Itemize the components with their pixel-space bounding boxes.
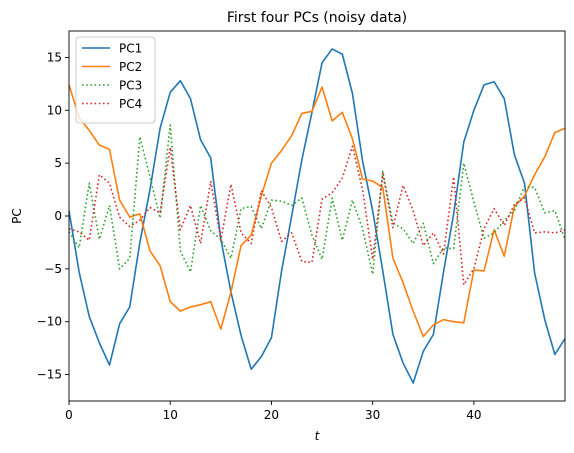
x-tick-label: 20 bbox=[264, 408, 279, 422]
x-tick-label: 40 bbox=[466, 408, 481, 422]
legend: PC1 PC2 PC3 PC4 bbox=[75, 36, 156, 124]
y-tick-label: 10 bbox=[47, 103, 62, 117]
series-line-pc1 bbox=[68, 48, 566, 384]
y-tick-label: −10 bbox=[37, 315, 62, 329]
series-line-pc2 bbox=[68, 84, 566, 338]
series-line-pc4 bbox=[68, 145, 566, 286]
series-line-pc3 bbox=[68, 124, 566, 275]
x-axis-ticks: 0 10 20 30 40 bbox=[65, 401, 482, 422]
legend-label-pc3: PC3 bbox=[119, 79, 142, 93]
legend-label-pc2: PC2 bbox=[119, 60, 142, 74]
y-tick-label: −15 bbox=[37, 368, 62, 382]
x-tick-label: 0 bbox=[65, 408, 73, 422]
y-tick-label: −5 bbox=[44, 262, 62, 276]
legend-box bbox=[75, 36, 156, 124]
y-tick-label: 5 bbox=[54, 156, 62, 170]
y-axis-label: PC bbox=[10, 208, 24, 224]
chart-title: First four PCs (noisy data) bbox=[227, 10, 407, 26]
x-tick-label: 30 bbox=[365, 408, 380, 422]
legend-label-pc1: PC1 bbox=[119, 42, 142, 56]
plot-lines bbox=[68, 48, 566, 384]
legend-label-pc4: PC4 bbox=[119, 97, 142, 111]
y-tick-label: 15 bbox=[47, 50, 62, 64]
x-axis-label: t bbox=[315, 429, 321, 443]
y-axis-ticks: −15 −10 −5 0 5 10 15 bbox=[37, 50, 69, 382]
y-tick-label: 0 bbox=[54, 209, 62, 223]
x-tick-label: 10 bbox=[163, 408, 178, 422]
